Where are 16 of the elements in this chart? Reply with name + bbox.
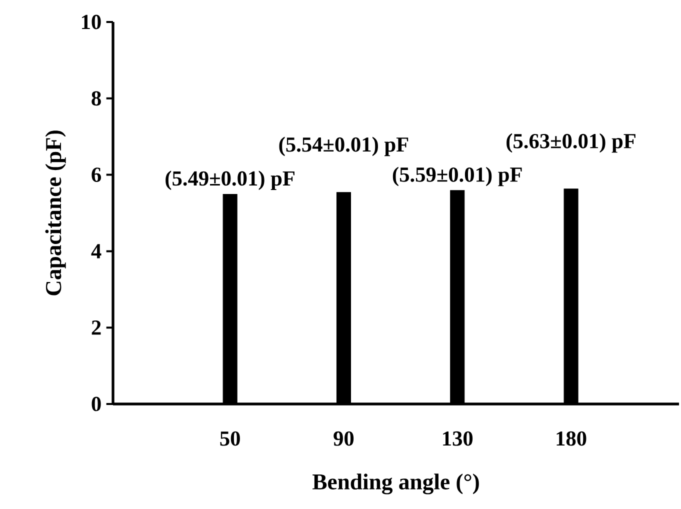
y-tick-label: 6 [92,168,101,182]
x-axis-title: Bending angle (°) [312,474,479,494]
y-tick-label: 2 [92,320,101,335]
x-tick-label: 90 [334,431,354,446]
data-label: (5.59±0.01) pF [392,166,522,186]
data-label: (5.63±0.01) pF [506,133,636,153]
x-tick-label: 180 [556,431,586,446]
data-label: (5.49±0.01) pF [166,170,294,190]
y-tick-label: 4 [91,244,102,258]
y-tick-label: 10 [82,14,101,30]
x-tick-label: 130 [443,431,473,446]
data-label: (5.54±0.01) pF [279,136,408,156]
x-tick-label: 50 [220,431,240,446]
y-tick-label: 0 [92,396,101,412]
y-axis-title: Capacitance (pF) [45,130,66,296]
y-tick-label: 8 [92,91,101,106]
